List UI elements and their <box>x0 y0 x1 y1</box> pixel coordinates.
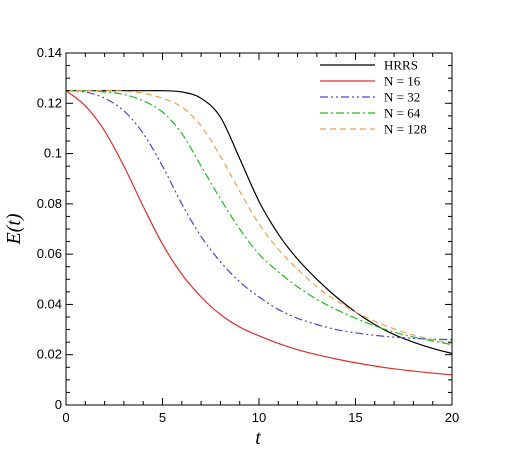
y-tick-label: 0.06 <box>37 246 62 261</box>
series-lines <box>65 90 453 376</box>
x-tick-label: 15 <box>348 410 362 425</box>
series-line-2 <box>65 90 453 341</box>
y-tick-label: 0.08 <box>37 196 62 211</box>
x-tick-label: 10 <box>252 410 266 425</box>
y-tick-label: 0 <box>55 397 62 412</box>
series-line-3 <box>65 90 453 346</box>
series-line-4 <box>65 90 453 344</box>
x-axis-title: t <box>255 427 261 449</box>
legend-label-1: N = 16 <box>384 74 421 89</box>
y-axis-title: E(t) <box>3 213 25 245</box>
legend-label-4: N = 128 <box>384 122 427 137</box>
y-axis-ticks: 0 0.02 0.04 0.06 0.08 0.1 0.12 0.14 <box>37 45 452 412</box>
series-line-0 <box>65 90 453 355</box>
legend-label-3: N = 64 <box>384 106 421 121</box>
legend-label-0: HRRS <box>384 58 418 73</box>
y-tick-label: 0.02 <box>37 347 62 362</box>
x-axis-ticks: 0 5 10 15 20 <box>62 53 459 425</box>
series-line-1 <box>65 90 453 376</box>
x-tick-label: 5 <box>159 410 166 425</box>
y-tick-label: 0.04 <box>37 296 62 311</box>
y-tick-label: 0.12 <box>37 95 62 110</box>
y-tick-label: 0.1 <box>44 146 62 161</box>
y-tick-label: 0.14 <box>37 45 62 60</box>
legend-label-2: N = 32 <box>384 90 420 105</box>
x-tick-label: 20 <box>445 410 459 425</box>
x-tick-label: 0 <box>62 410 69 425</box>
